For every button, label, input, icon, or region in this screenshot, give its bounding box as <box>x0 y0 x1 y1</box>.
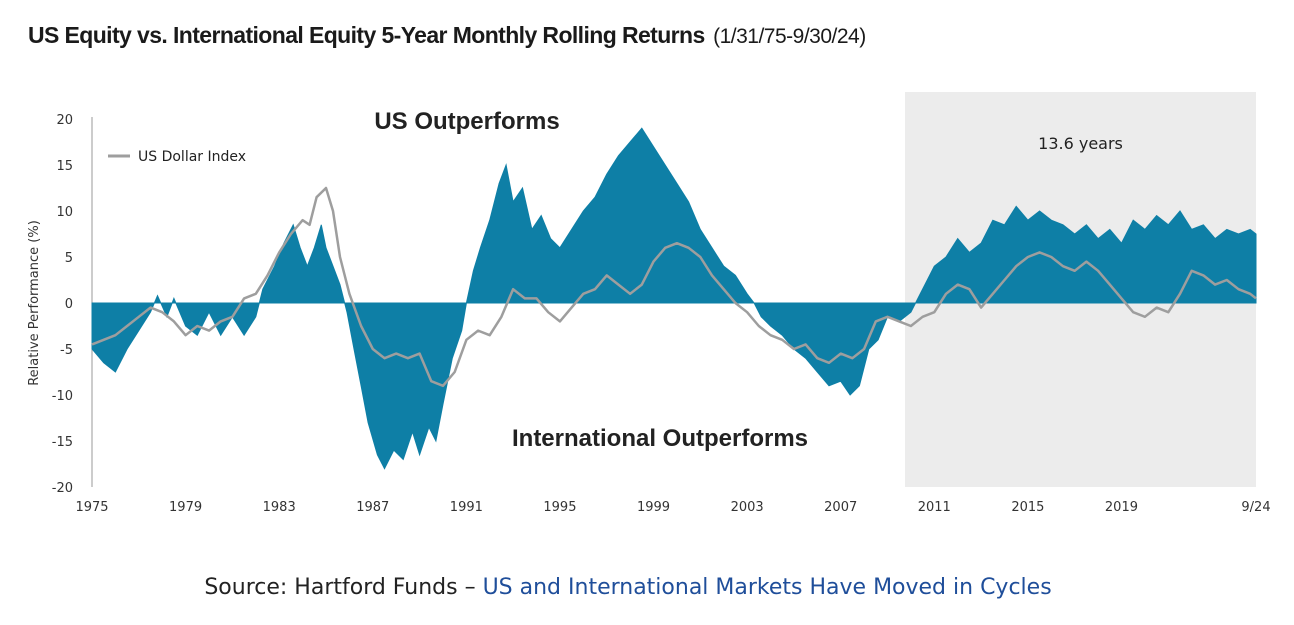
x-tick-label: 1995 <box>543 500 576 515</box>
x-tick-label: 1979 <box>169 500 202 515</box>
y-tick-label: 10 <box>56 205 73 220</box>
x-tick-label: 2015 <box>1011 500 1044 515</box>
x-tick-label: 2019 <box>1105 500 1138 515</box>
chart-date-range: (1/31/75-9/30/24) <box>713 25 866 48</box>
y-tick-label: 5 <box>65 251 73 266</box>
shaded-period-label: 13.6 years <box>1038 134 1123 153</box>
annotation-intl-outperforms: International Outperforms <box>512 425 808 452</box>
relative-performance-area <box>91 127 1257 470</box>
y-tick-label: -10 <box>52 389 73 404</box>
annotation-us-outperforms: US Outperforms <box>374 108 559 135</box>
dollar-line-group <box>91 186 1257 388</box>
y-tick-label: 20 <box>56 113 73 128</box>
x-tick-label: 1983 <box>263 500 296 515</box>
x-tick-label: 1975 <box>75 500 108 515</box>
us-dollar-index-line <box>91 186 1257 388</box>
x-tick-label: 2003 <box>731 500 764 515</box>
source-caption: Source: Hartford Funds – US and Internat… <box>0 575 1256 600</box>
x-tick-label: 2011 <box>918 500 951 515</box>
annotation-group: US Dollar Index US Outperforms Internation… <box>108 108 808 452</box>
source-prefix: Source: Hartford Funds – <box>204 575 483 600</box>
x-tick-label: 9/24 <box>1241 500 1270 515</box>
y-tick-label: -5 <box>60 343 73 358</box>
area-series-group <box>91 127 1257 470</box>
x-tick-label: 1991 <box>450 500 483 515</box>
chart-title: US Equity vs. International Equity 5-Yea… <box>28 22 705 48</box>
x-tick-label: 2007 <box>824 500 857 515</box>
y-tick-label: -15 <box>52 435 73 450</box>
chart-title-row: US Equity vs. International Equity 5-Yea… <box>28 22 866 49</box>
y-tick-label: 0 <box>65 297 73 312</box>
x-tick-label: 1987 <box>356 500 389 515</box>
y-tick-label: -20 <box>52 481 73 496</box>
x-tick-label: 1999 <box>637 500 670 515</box>
y-tick-label: 15 <box>56 159 73 174</box>
source-link[interactable]: US and International Markets Have Moved … <box>482 575 1052 600</box>
y-axis-title: Relative Performance (%) <box>27 220 42 386</box>
legend-label: US Dollar Index <box>138 149 246 165</box>
